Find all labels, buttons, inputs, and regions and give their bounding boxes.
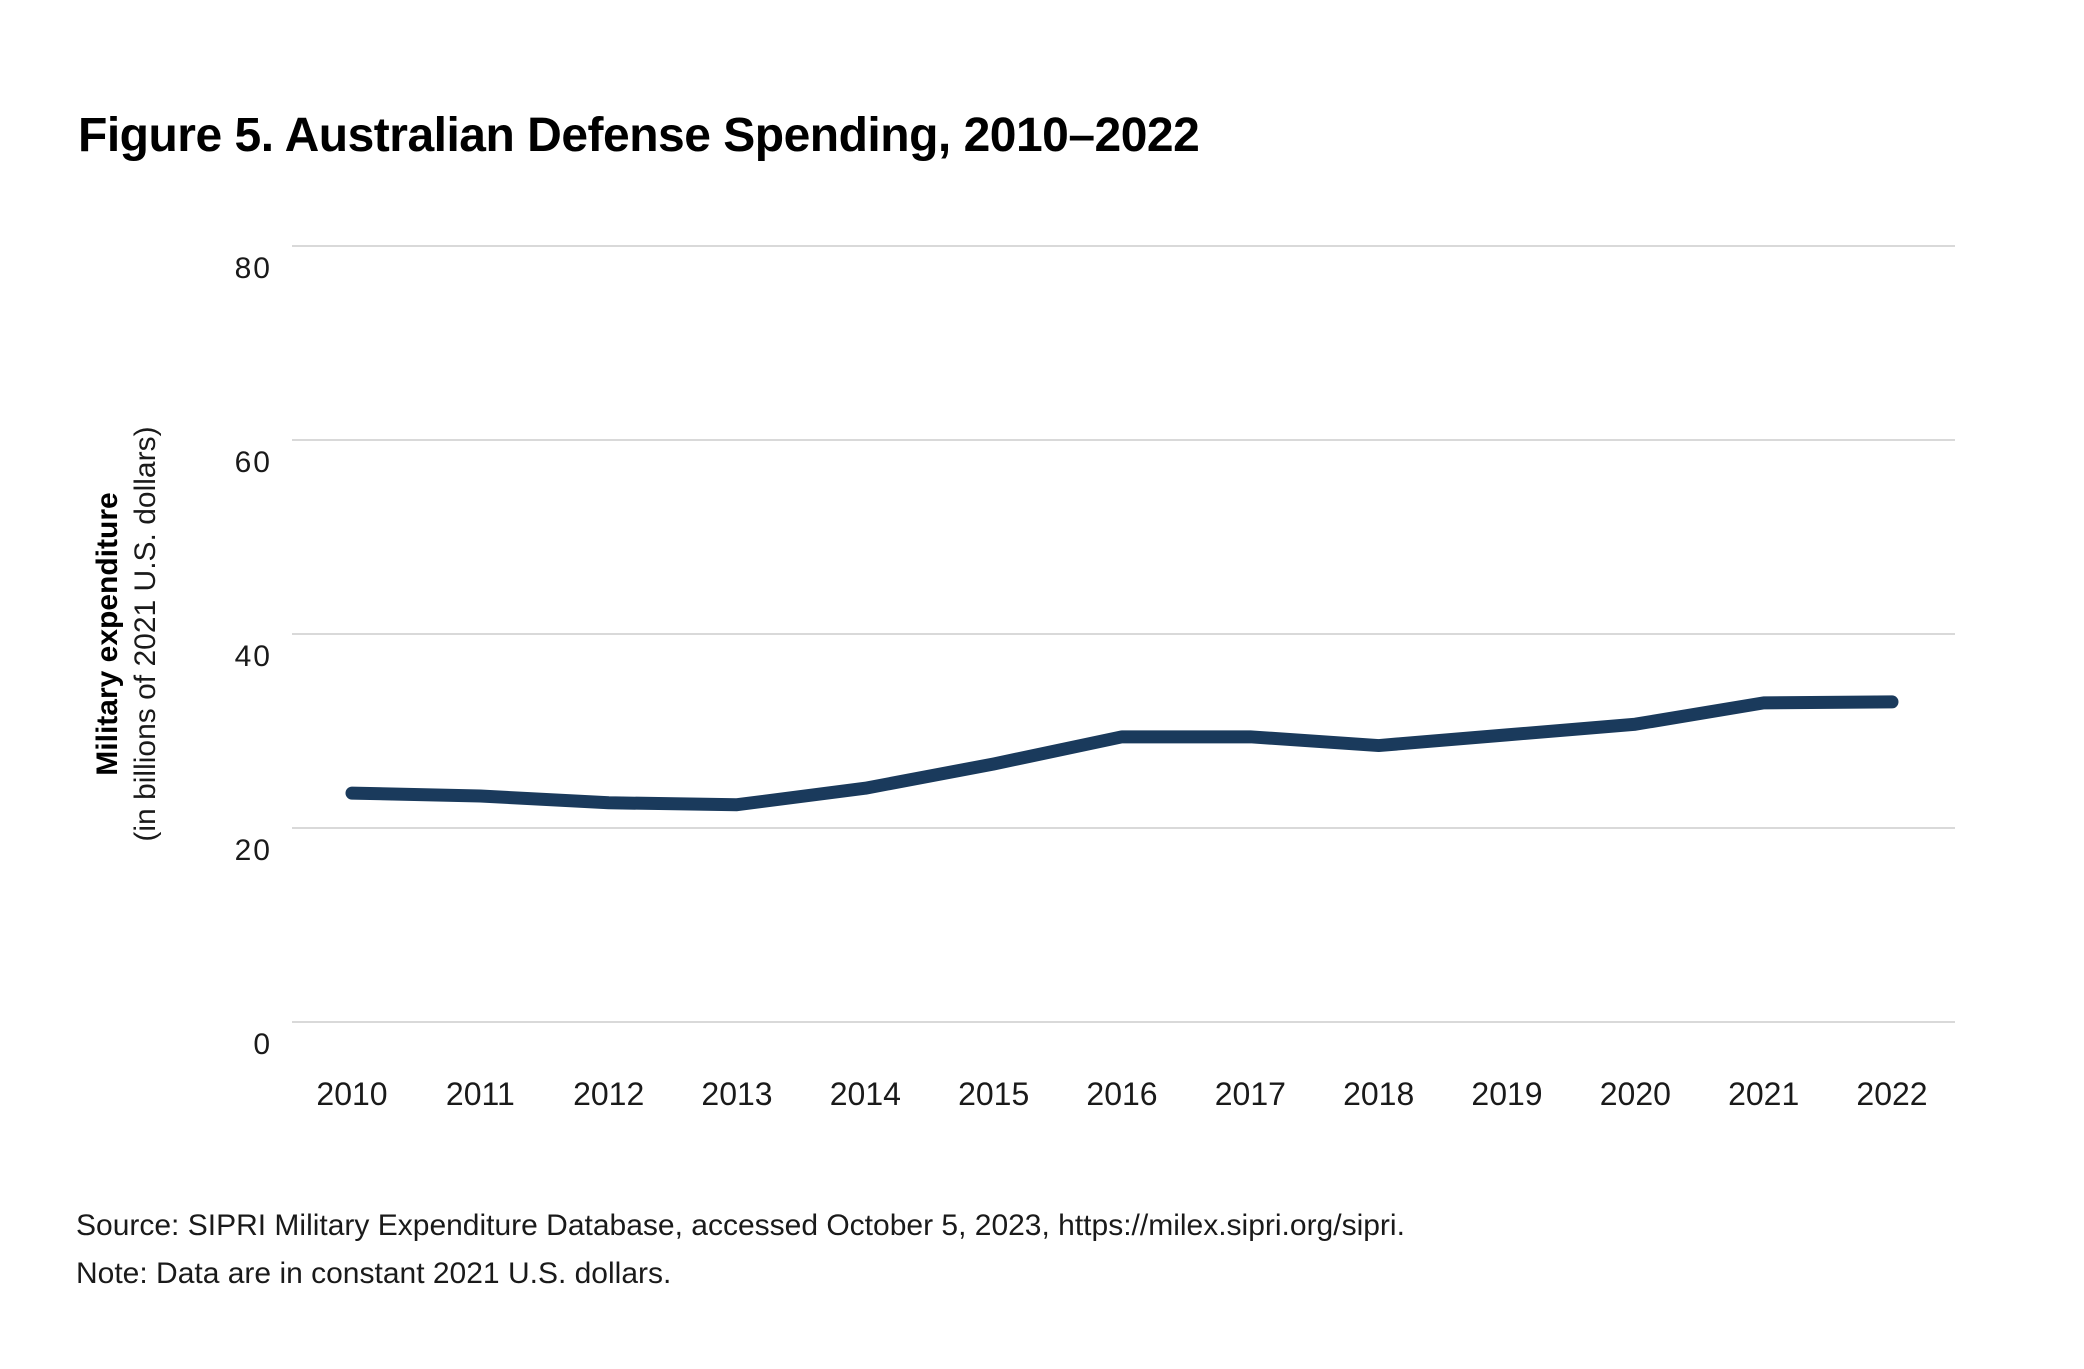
figure-title: Figure 5. Australian Defense Spending, 2… bbox=[78, 109, 1200, 163]
x-tick-label-2013: 2013 bbox=[701, 1076, 773, 1112]
source-text: Source: SIPRI Military Expenditure Datab… bbox=[76, 1209, 1405, 1242]
chart-plot-area bbox=[292, 245, 1955, 1023]
y-tick-label-20: 20 bbox=[234, 834, 272, 867]
x-tick-label-2017: 2017 bbox=[1214, 1076, 1286, 1112]
y-tick-label-60: 60 bbox=[234, 446, 272, 479]
note-text: Note: Data are in constant 2021 U.S. dol… bbox=[76, 1257, 672, 1290]
figure-footer: Source: SIPRI Military Expenditure Datab… bbox=[76, 1202, 1405, 1298]
y-axis-title-sub: (in billions of 2021 U.S. dollars) bbox=[129, 426, 162, 842]
y-axis-title-main: Military expenditure bbox=[91, 492, 124, 776]
x-tick-label-2016: 2016 bbox=[1086, 1076, 1158, 1112]
y-tick-label-80: 80 bbox=[234, 252, 272, 285]
x-tick-label-2018: 2018 bbox=[1343, 1076, 1415, 1112]
x-tick-label-2019: 2019 bbox=[1471, 1076, 1543, 1112]
x-tick-label-2020: 2020 bbox=[1599, 1076, 1671, 1112]
x-tick-label-2011: 2011 bbox=[445, 1076, 515, 1112]
y-tick-label-0: 0 bbox=[253, 1028, 272, 1061]
line-chart bbox=[292, 245, 1955, 1023]
x-tick-label-2015: 2015 bbox=[958, 1076, 1030, 1112]
x-tick-label-2010: 2010 bbox=[316, 1076, 388, 1112]
spending-line bbox=[345, 695, 1899, 812]
x-tick-label-2014: 2014 bbox=[829, 1076, 901, 1112]
x-tick-label-2022: 2022 bbox=[1856, 1076, 1928, 1112]
x-tick-label-2021: 2021 bbox=[1728, 1076, 1800, 1112]
y-tick-label-40: 40 bbox=[234, 640, 272, 673]
y-axis-title-text: Military expenditure (in billions of 202… bbox=[89, 426, 165, 841]
x-tick-label-2012: 2012 bbox=[573, 1076, 645, 1112]
